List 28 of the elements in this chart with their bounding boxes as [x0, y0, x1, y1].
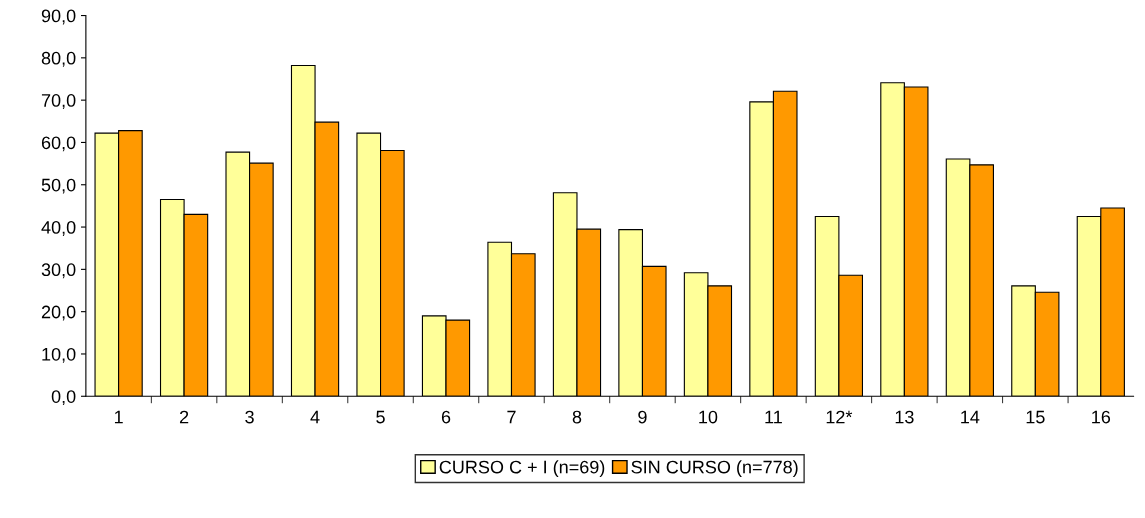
y-tick-label: 60,0	[41, 136, 76, 152]
y-tick-label: 10,0	[42, 347, 76, 363]
x-tick-label: 7	[507, 410, 516, 424]
y-tick-label: 70,0	[41, 94, 76, 109]
x-tick-label: 4	[310, 410, 320, 424]
y-tick-label: 0,0	[51, 390, 76, 406]
y-tick-label: 80,0	[41, 51, 76, 67]
x-tick-label: 6	[441, 410, 451, 424]
y-tick-label: 40,0	[41, 220, 76, 236]
x-tick-label: 13	[895, 410, 914, 424]
x-tick-label: 15	[1026, 410, 1045, 424]
x-tick-label: 8	[572, 410, 582, 424]
x-tick-label: 12*	[826, 410, 853, 424]
x-tick-label: 16	[1092, 410, 1111, 424]
x-tick-label: 14	[961, 410, 980, 424]
x-tick-label: 1	[114, 410, 123, 424]
x-tick-label: 10	[699, 410, 718, 424]
y-tick-label: 20,0	[41, 305, 76, 321]
x-tick-label: 2	[179, 410, 189, 424]
y-tick-label: 50,0	[41, 178, 76, 194]
x-tick-label: 9	[638, 410, 647, 424]
x-tick-label: 11	[765, 410, 782, 424]
y-tick-label: 30,0	[41, 263, 76, 279]
x-tick-label: 5	[376, 410, 385, 424]
legend-label: SIN CURSO (n=778)	[631, 460, 798, 478]
y-tick-label: 90,0	[41, 9, 76, 25]
legend-label: CURSO C + I (n=69)	[439, 460, 605, 478]
x-tick-label: 3	[245, 410, 254, 424]
